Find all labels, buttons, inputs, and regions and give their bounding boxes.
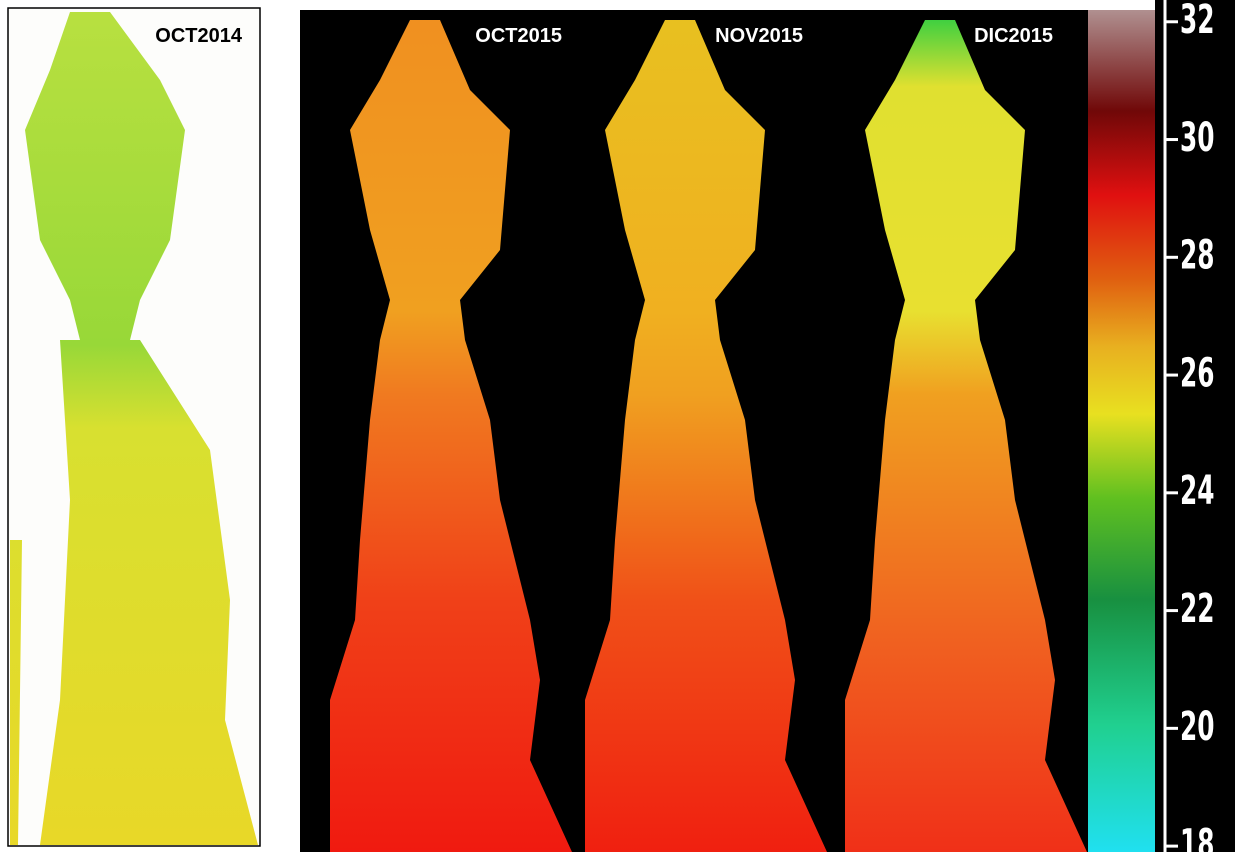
panel-label: OCT2015 bbox=[475, 25, 562, 47]
tick-label: 24 bbox=[1180, 467, 1215, 514]
panel-label: DIC2015 bbox=[974, 25, 1053, 47]
figure: OCT2014 OCT2015 NOV2015 DIC2015 18 20 22 24… bbox=[0, 0, 1235, 852]
tick-label: 30 bbox=[1180, 114, 1215, 161]
panel-label: OCT2014 bbox=[155, 25, 243, 47]
tick-label: 22 bbox=[1180, 585, 1215, 632]
tick-label: 26 bbox=[1180, 349, 1215, 396]
colorbar bbox=[1088, 10, 1155, 852]
tick-label: 28 bbox=[1180, 231, 1215, 278]
panel-label: NOV2015 bbox=[715, 25, 803, 47]
tick-label: 18 bbox=[1180, 820, 1215, 852]
tick-label: 20 bbox=[1180, 703, 1215, 750]
tick-label: 32 bbox=[1180, 0, 1215, 43]
